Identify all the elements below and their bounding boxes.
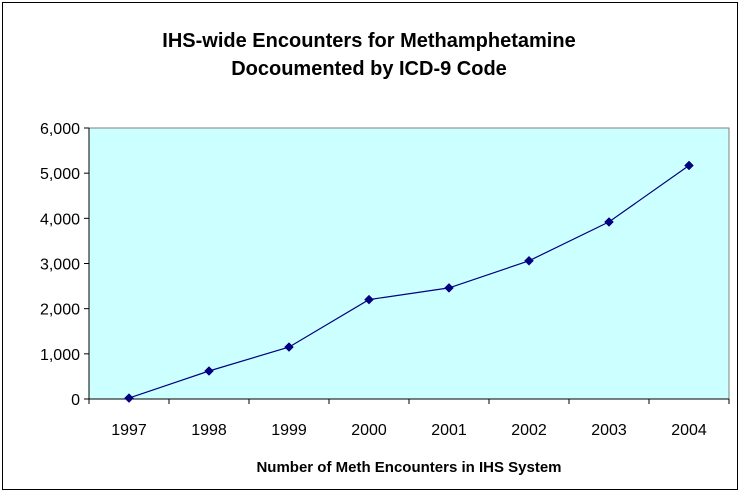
data-point-marker (604, 217, 614, 227)
x-tick-label: 2003 (591, 422, 627, 439)
axes-layer (84, 127, 730, 404)
chart-title-line-2: Docoumented by ICD-9 Code (231, 58, 507, 80)
x-tick-label: 2004 (671, 422, 707, 439)
data-point-marker (284, 342, 294, 352)
chart-title-line-1: IHS-wide Encounters for Methamphetamine (162, 30, 575, 52)
y-tick-label: 1,000 (40, 347, 80, 364)
data-point-marker (364, 294, 374, 305)
y-tick-label: 4,000 (40, 211, 80, 228)
data-point-marker (204, 366, 214, 376)
data-point-marker (444, 283, 454, 293)
y-tick-label: 0 (71, 392, 80, 409)
x-tick-labels: 1997 1998 1999 2000 2001 2002 2003 2004 (111, 422, 707, 439)
x-tick-label: 2001 (431, 422, 467, 439)
plot-area (88, 127, 730, 400)
data-point-marker (124, 393, 134, 403)
y-tick-label: 3,000 (40, 257, 80, 274)
data-point-marker (684, 160, 694, 171)
y-tick-labels: 0 1,000 2,000 3,000 4,000 5,000 6,000 (40, 121, 80, 409)
x-tick-label: 2000 (351, 422, 387, 439)
y-tick-label: 2,000 (40, 302, 80, 319)
x-tick-label: 2002 (511, 422, 547, 439)
x-tick-label: 1998 (191, 422, 227, 439)
x-tick-label: 1999 (271, 422, 307, 439)
x-axis-label: Number of Meth Encounters in IHS System (256, 459, 561, 476)
x-tick-label: 1997 (111, 422, 147, 439)
series-line (128, 165, 690, 399)
series-layer (124, 160, 694, 403)
y-tick-label: 5,000 (40, 166, 80, 183)
data-point-marker (524, 255, 534, 266)
y-tick-label: 6,000 (40, 121, 80, 138)
chart-svg: IHS-wide Encounters for Methamphetamine … (40, 30, 730, 476)
chart-frame: IHS-wide Encounters for Methamphetamine … (2, 2, 738, 490)
